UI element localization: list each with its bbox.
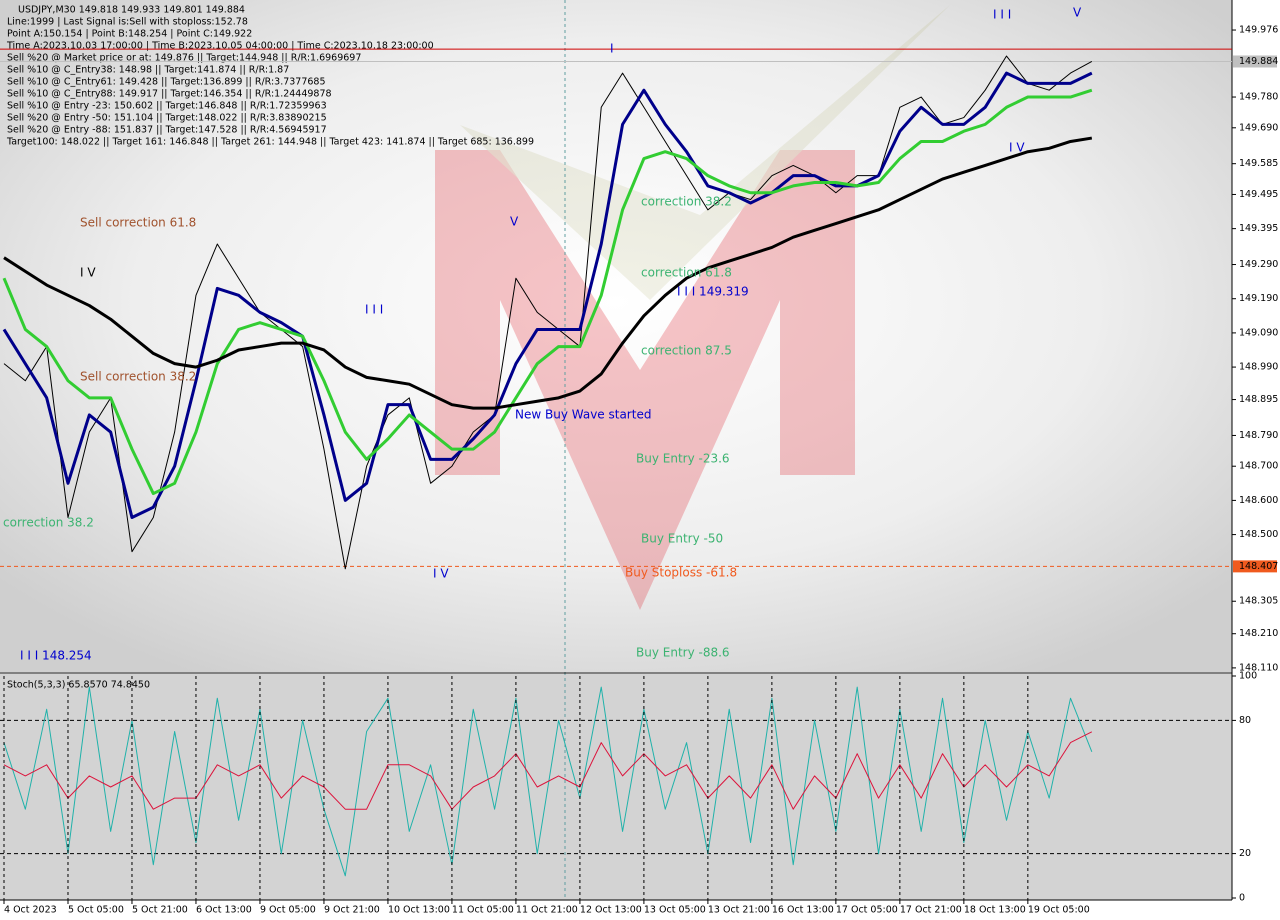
x-tick-label: 11 Oct 05:00: [452, 905, 514, 916]
info-line: Line:1999 | Last Signal is:Sell with sto…: [7, 17, 248, 28]
info-line: Sell %10 @ C_Entry61: 149.428 || Target:…: [7, 77, 326, 88]
annotation: correction 61.8: [641, 266, 732, 280]
y-tick-label: 148.600: [1239, 495, 1278, 506]
y-tick-label: 148.305: [1239, 596, 1278, 607]
series-line: [3, 55, 1093, 570]
annotation: I I I: [993, 8, 1011, 22]
info-line: Sell %20 @ Entry -88: 151.837 || Target:…: [7, 125, 327, 136]
x-tick-label: 19 Oct 05:00: [1028, 905, 1090, 916]
annotation: I I I: [365, 303, 383, 317]
y-tick-label: 148.790: [1239, 430, 1278, 441]
x-tick-label: 6 Oct 13:00: [196, 905, 252, 916]
x-tick-label: 9 Oct 21:00: [324, 905, 380, 916]
annotation: Buy Entry -23.6: [636, 452, 730, 466]
x-tick-label: 9 Oct 05:00: [260, 905, 316, 916]
info-line: Sell %10 @ C_Entry88: 149.917 || Target:…: [7, 89, 332, 100]
x-tick-label: 13 Oct 05:00: [644, 905, 706, 916]
series-line: [2, 88, 1093, 496]
stoch-title: Stoch(5,3,3) 65.8570 74.8450: [7, 680, 150, 691]
info-line: Sell %10 @ Entry -23: 150.602 || Target:…: [7, 101, 327, 112]
info-line: Target100: 148.022 || Target 161: 146.84…: [6, 137, 534, 148]
x-tick-label: 10 Oct 13:00: [388, 905, 450, 916]
series-line: [2, 71, 1093, 519]
series-line: [3, 136, 1093, 410]
info-line: Sell %10 @ C_Entry38: 148.98 || Target:1…: [7, 65, 289, 76]
annotation: Buy Entry -88.6: [636, 646, 730, 660]
annotation: Buy Entry -50: [641, 532, 723, 546]
annotation: I V: [1009, 141, 1025, 155]
level-box: [1233, 560, 1277, 573]
annotation: New Buy Wave started: [515, 408, 651, 422]
x-tick-label: 13 Oct 21:00: [708, 905, 770, 916]
level-label: 149.884: [1239, 56, 1278, 67]
annotation: Sell correction 38.2: [80, 370, 196, 384]
stoch-tick-label: 100: [1239, 671, 1257, 682]
annotation: I I I 149.319: [677, 285, 749, 299]
level-label: 148.407: [1239, 561, 1278, 572]
y-tick-label: 149.495: [1239, 189, 1278, 200]
annotation: Buy Stoploss -61.8: [625, 566, 737, 580]
y-tick-label: 149.976: [1239, 25, 1278, 36]
y-tick-label: 149.090: [1239, 327, 1278, 338]
x-tick-label: 18 Oct 13:00: [964, 905, 1026, 916]
annotation: correction 87.5: [641, 344, 732, 358]
x-tick-label: 16 Oct 13:00: [772, 905, 834, 916]
stoch-tick-label: 20: [1239, 848, 1251, 859]
level-box: [1233, 55, 1277, 68]
info-line: Point A:150.154 | Point B:148.254 | Poin…: [7, 29, 252, 40]
annotation: I I I 148.254: [20, 649, 92, 663]
x-tick-label: 17 Oct 05:00: [836, 905, 898, 916]
x-tick-label: 12 Oct 13:00: [580, 905, 642, 916]
info-line: Sell %20 @ Entry -50: 151.104 || Target:…: [7, 113, 327, 124]
y-tick-label: 148.895: [1239, 394, 1278, 405]
annotation: Sell correction 61.8: [80, 216, 196, 230]
series-line: [3, 686, 1093, 877]
series-line: [3, 731, 1093, 810]
y-tick-label: 148.110: [1239, 662, 1278, 673]
y-tick-label: 149.585: [1239, 158, 1278, 169]
y-tick-label: 149.290: [1239, 259, 1278, 270]
x-tick-label: 11 Oct 21:00: [516, 905, 578, 916]
stoch-tick-label: 0: [1239, 893, 1245, 904]
x-tick-label: 5 Oct 21:00: [132, 905, 188, 916]
stoch-tick-label: 80: [1239, 715, 1251, 726]
annotation: correction 38.2: [3, 516, 94, 530]
y-tick-label: 148.500: [1239, 529, 1278, 540]
y-tick-label: 149.190: [1239, 293, 1278, 304]
y-tick-label: 148.700: [1239, 461, 1278, 472]
y-tick-label: 149.690: [1239, 122, 1278, 133]
x-tick-label: 5 Oct 05:00: [68, 905, 124, 916]
watermark: [435, 5, 950, 610]
info-line: Sell %20 @ Market price or at: 149.876 |…: [7, 53, 361, 64]
y-tick-label: 148.210: [1239, 628, 1278, 639]
annotation: V: [1073, 6, 1082, 20]
x-tick-label: 17 Oct 21:00: [900, 905, 962, 916]
chart-title: USDJPY,M30 149.818 149.933 149.801 149.8…: [18, 5, 245, 16]
annotation: I V: [433, 567, 449, 581]
y-tick-label: 149.780: [1239, 92, 1278, 103]
y-tick-label: 149.395: [1239, 223, 1278, 234]
info-line: Time A:2023.10.03 17:00:00 | Time B:2023…: [6, 41, 434, 52]
annotation: I V: [80, 266, 96, 280]
y-tick-label: 148.990: [1239, 362, 1278, 373]
annotation: correction 38.2: [641, 195, 732, 209]
annotation: V: [510, 215, 519, 229]
annotation: I: [610, 42, 614, 56]
x-tick-label: 4 Oct 2023: [4, 905, 57, 916]
